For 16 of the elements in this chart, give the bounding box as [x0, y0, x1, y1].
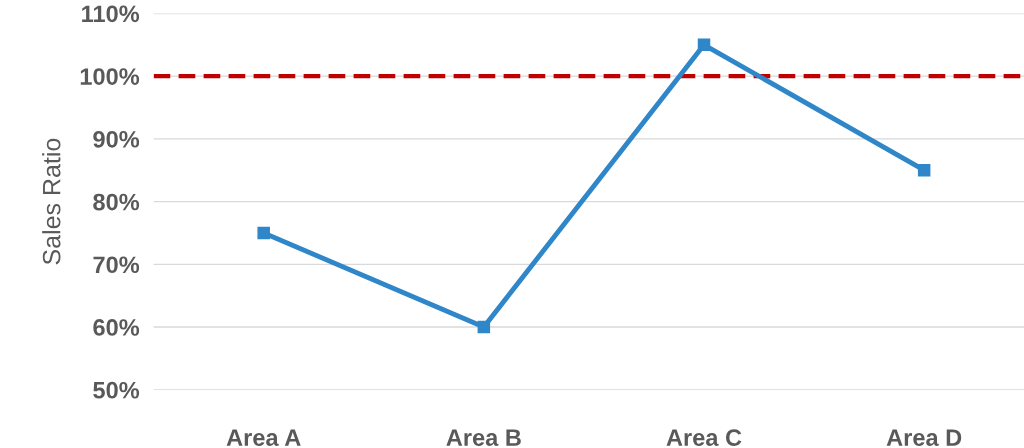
point — [477, 320, 491, 334]
y-tick-label: 50% — [93, 381, 140, 399]
point — [697, 38, 711, 52]
y-tick-label: 110% — [82, 5, 140, 23]
y-tick-label: 90% — [93, 130, 140, 148]
x-tick-label: Area A — [226, 429, 301, 446]
x-tick-label: Area D — [886, 429, 962, 446]
y-axis-title: Sales Ratio — [42, 138, 61, 265]
y-tick-label: 100% — [80, 68, 140, 85]
x-tick-label: Area C — [666, 429, 742, 446]
y-tick-label: 80% — [93, 193, 140, 211]
x-tick-label: Area B — [446, 429, 521, 446]
y-tick-label: 70% — [93, 256, 140, 274]
y-tick-label: 60% — [93, 319, 140, 336]
point — [257, 226, 270, 240]
point — [917, 163, 931, 177]
